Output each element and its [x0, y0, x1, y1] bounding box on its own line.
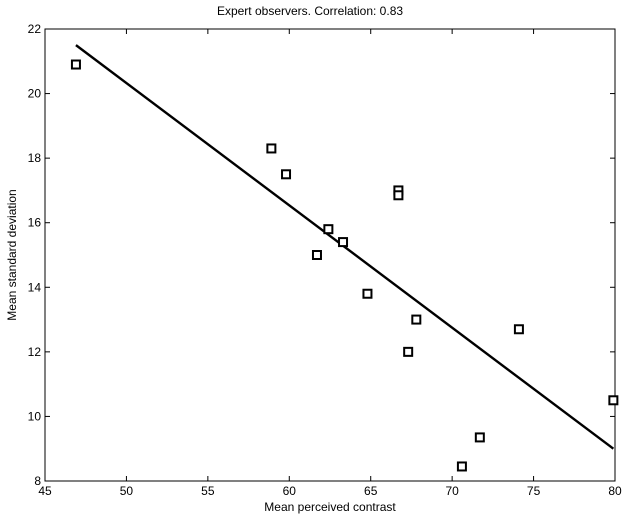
data-point [393, 190, 404, 201]
y-tick-label: 18 [28, 151, 42, 165]
data-point [608, 395, 619, 406]
x-tick-label: 45 [38, 484, 52, 498]
y-axis: 8 10 12 14 16 18 20 22 [28, 22, 615, 488]
y-tick-label: 10 [28, 409, 42, 423]
x-tick-label: 70 [445, 484, 459, 498]
x-axis: 45 50 55 60 65 70 75 80 [38, 29, 622, 498]
x-tick-label: 50 [120, 484, 134, 498]
y-tick-label: 16 [28, 216, 42, 230]
data-points [70, 59, 619, 472]
y-tick-label: 12 [28, 345, 42, 359]
data-point [474, 432, 485, 443]
data-point [323, 224, 334, 235]
y-tick-label: 14 [28, 280, 42, 294]
data-point [411, 314, 422, 325]
y-tick-label: 8 [34, 474, 41, 488]
data-point [338, 237, 349, 248]
data-point [403, 346, 414, 357]
data-point [70, 59, 81, 70]
y-tick-label: 20 [28, 87, 42, 101]
data-point [281, 169, 292, 180]
data-point [362, 288, 373, 299]
data-point [311, 250, 322, 260]
plot-frame [44, 28, 616, 482]
x-tick-label: 55 [201, 484, 215, 498]
x-axis-label: Mean perceived contrast [264, 500, 396, 514]
data-point [456, 461, 467, 472]
y-tick-label: 22 [28, 22, 42, 36]
x-tick-label: 75 [527, 484, 541, 498]
data-point [266, 143, 277, 154]
chart-title: Expert observers. Correlation: 0.83 [217, 4, 403, 18]
data-point [513, 324, 524, 335]
x-tick-label: 65 [364, 484, 378, 498]
y-axis-label: Mean standard deviation [5, 189, 19, 320]
x-tick-label: 80 [608, 484, 622, 498]
x-tick-label: 60 [283, 484, 297, 498]
